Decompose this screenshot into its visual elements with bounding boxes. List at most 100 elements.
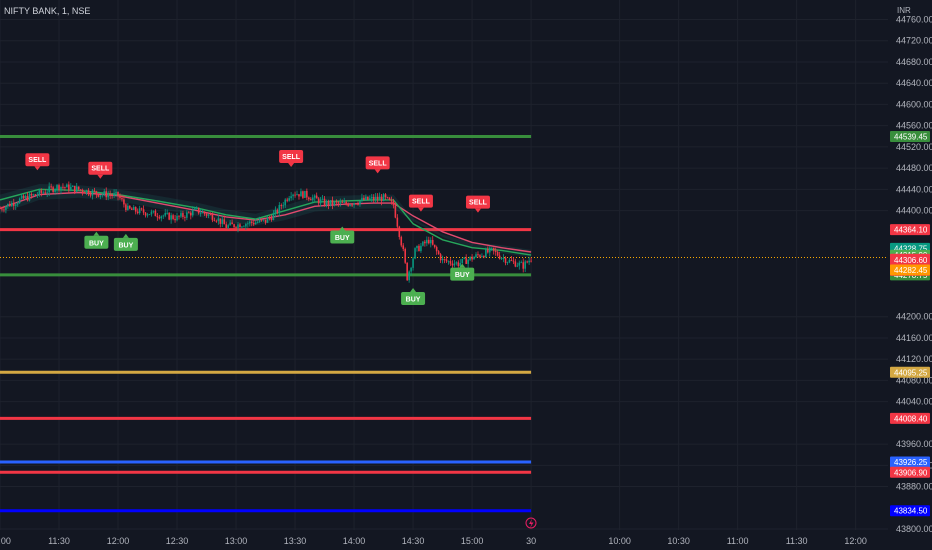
- candle-body: [418, 245, 420, 252]
- indicator-price-tag-bg: [890, 254, 930, 266]
- level-price-tag-bg: [890, 505, 930, 517]
- candle-body: [443, 258, 446, 260]
- candle-body: [512, 260, 515, 262]
- candle-body: [333, 201, 336, 205]
- candle-body: [129, 205, 131, 209]
- candle-body: [3, 209, 5, 211]
- candle-body: [530, 260, 532, 262]
- candle-body: [83, 192, 86, 194]
- candle-body: [77, 186, 80, 190]
- candle-body: [514, 261, 517, 267]
- sell-signal[interactable]: SELL: [408, 194, 433, 212]
- buy-signal[interactable]: BUY: [401, 288, 426, 306]
- candle-body: [376, 196, 379, 200]
- time-tick-label: 30: [526, 536, 536, 546]
- price-tags: 44539.4544364.1044278.7544095.2544008.40…: [890, 131, 930, 517]
- price-tick-label: 44120.00: [896, 354, 932, 364]
- candle-body: [451, 263, 454, 266]
- candle-body: [28, 193, 31, 201]
- candle-body: [469, 256, 471, 260]
- candle-body: [306, 190, 308, 198]
- buy-signal[interactable]: BUY: [450, 263, 475, 281]
- candle-body: [315, 195, 318, 199]
- candle-body: [378, 196, 381, 200]
- candle-body: [374, 196, 377, 200]
- price-tick-label: 44520.00: [896, 142, 932, 152]
- candle-body: [268, 217, 271, 219]
- candle-body: [81, 189, 84, 193]
- level-price-tag-bg: [890, 456, 930, 468]
- candle-body: [361, 197, 363, 201]
- sell-signal[interactable]: SELL: [465, 195, 490, 213]
- indicator-price-tag-bg: [890, 264, 930, 276]
- signal-box: [279, 150, 304, 164]
- candle-body: [506, 262, 509, 264]
- sell-signal[interactable]: SELL: [365, 156, 390, 174]
- candle-body: [1, 208, 3, 210]
- candle-body: [132, 207, 135, 210]
- candle-body: [239, 224, 241, 228]
- candle-body: [42, 192, 45, 194]
- signal-label: SELL: [369, 160, 388, 167]
- candle-body: [365, 196, 367, 200]
- candle-body: [500, 257, 503, 259]
- candle-body: [473, 257, 475, 260]
- signal-pointer: [122, 233, 129, 238]
- candle-body: [227, 225, 229, 228]
- signal-box: [365, 156, 390, 170]
- time-tick-label: 10:00: [608, 536, 631, 546]
- candle-body: [249, 221, 251, 224]
- candle-body: [12, 202, 15, 206]
- price-tick-label: 44440.00: [896, 184, 932, 194]
- candle-body: [225, 224, 228, 228]
- candle-body: [162, 215, 165, 217]
- sell-signal[interactable]: SELL: [88, 161, 113, 179]
- candle-body: [40, 190, 43, 193]
- symbol-label[interactable]: NIFTY BANK, 1, NSE: [4, 6, 91, 16]
- time-axis[interactable]: 11:00 11:30 12:00 12:30 13:00 13:30 14:00 14:30…: [0, 536, 867, 546]
- signal-box: [465, 195, 490, 209]
- candle-body: [144, 212, 147, 216]
- buy-signal[interactable]: BUY: [330, 226, 355, 244]
- candle-body: [278, 205, 281, 213]
- candle-body: [367, 196, 369, 200]
- candle-body: [154, 210, 157, 217]
- candle-body: [311, 197, 314, 201]
- candle-body: [270, 218, 273, 220]
- signal-box: [401, 292, 426, 306]
- candle-body: [363, 197, 365, 200]
- candle-body: [142, 209, 145, 213]
- candle-body: [107, 194, 109, 198]
- candle-body: [408, 271, 410, 281]
- candle-body: [87, 190, 90, 195]
- buy-signal[interactable]: BUY: [84, 231, 109, 249]
- candle-body: [217, 218, 220, 222]
- price-tick-label: 44680.00: [896, 57, 932, 67]
- candle-body: [325, 201, 328, 206]
- price-tick-label: 44640.00: [896, 78, 932, 88]
- flash-icon[interactable]: [525, 517, 537, 529]
- candle-body: [48, 186, 50, 193]
- candle-body: [337, 202, 340, 204]
- sell-signal[interactable]: SELL: [25, 153, 50, 171]
- buy-signal[interactable]: BUY: [113, 233, 138, 251]
- candle-body: [388, 197, 391, 201]
- candle-body: [115, 191, 117, 194]
- candle-body: [428, 239, 430, 244]
- signal-box: [88, 161, 113, 175]
- candle-body: [487, 249, 489, 253]
- signal-box: [408, 194, 433, 208]
- candle-body: [496, 251, 499, 256]
- candle-body: [309, 199, 312, 201]
- candle-body: [398, 226, 401, 237]
- candle-body: [510, 259, 513, 261]
- level-price-tag: 44364.10: [894, 226, 928, 235]
- sell-signal[interactable]: SELL: [279, 150, 304, 168]
- candle-body: [174, 218, 176, 221]
- candle-body: [300, 191, 302, 197]
- candle-body: [73, 185, 76, 192]
- candle-body: [231, 222, 233, 225]
- candle-body: [339, 202, 342, 204]
- candle-body: [435, 247, 438, 252]
